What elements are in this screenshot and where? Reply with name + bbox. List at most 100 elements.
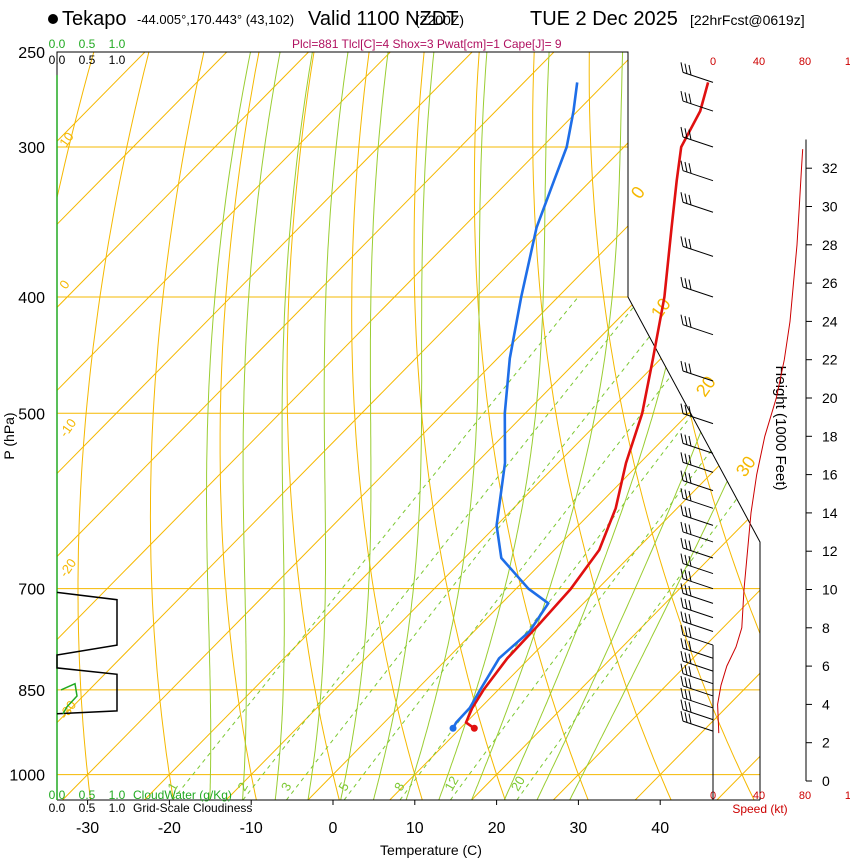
wind-barb-feather xyxy=(688,556,692,567)
wind-barb-feather xyxy=(688,406,692,417)
isotherm-line xyxy=(307,52,760,800)
wind-barb-feather xyxy=(688,279,692,290)
wind-barb-feather xyxy=(684,404,688,416)
wind-barb-feather xyxy=(684,664,688,676)
wind-barb-icon xyxy=(680,160,714,182)
height-tick-label: 8 xyxy=(822,620,830,636)
wind-barb-staff xyxy=(682,697,714,709)
isotherm-line xyxy=(552,52,760,800)
wind-barb-staff xyxy=(682,136,714,148)
speed-tick-label: 80 xyxy=(799,56,811,68)
x-tick-label: -30 xyxy=(76,820,99,837)
wind-barb-staff xyxy=(682,480,714,492)
wind-barb-feather xyxy=(684,193,688,204)
wind-barb-icon xyxy=(680,314,714,336)
wind-barb-feather xyxy=(680,553,684,564)
wind-barb-feather xyxy=(680,687,684,699)
speed-tick-label: 12 xyxy=(845,790,850,802)
height-tick-label: 0 xyxy=(822,773,830,789)
x-tick-label: 30 xyxy=(570,820,588,837)
dry-adiabat-label: 30 xyxy=(732,452,760,480)
wind-barb-feather xyxy=(680,62,684,73)
wind-barb-feather xyxy=(680,403,684,414)
wind-barb-feather xyxy=(688,435,692,447)
wind-barb-staff xyxy=(682,461,714,473)
wind-barb-feather xyxy=(684,569,688,581)
wind-barb-staff xyxy=(682,497,714,509)
height-tick-label: 2 xyxy=(822,735,830,751)
wind-barb-feather xyxy=(688,454,692,466)
temperature-trace xyxy=(464,82,710,730)
wind-barb-feather xyxy=(688,93,692,104)
wind-barb-icon xyxy=(680,553,714,575)
wind-barb-icon xyxy=(680,488,714,509)
wind-barb-staff xyxy=(682,100,714,112)
wind-barb-feather xyxy=(680,537,684,549)
dry-adiabat-label: -20 xyxy=(56,556,79,580)
dry-adiabat-line xyxy=(286,52,340,800)
cloudiness-axis-title: Grid-Scale Cloudiness xyxy=(133,801,252,815)
cloudiness-profile xyxy=(56,591,118,715)
wind-barb-feather xyxy=(684,161,688,173)
wind-barb-feather xyxy=(684,278,688,289)
wind-barb-icon xyxy=(680,505,714,526)
wind-barb-icon xyxy=(680,403,714,425)
wind-barb-feather xyxy=(680,597,684,608)
wind-barb-feather xyxy=(680,433,684,444)
wind-barb-icon xyxy=(680,192,714,213)
moist-adiabat-line xyxy=(438,52,550,800)
wind-barb-icon xyxy=(680,699,714,721)
wind-barb-feather xyxy=(684,434,688,445)
wind-barb-feather xyxy=(688,540,692,551)
plot-frame xyxy=(56,51,761,800)
moist-adiabat-line xyxy=(536,52,760,800)
x-tick-label: 0 xyxy=(329,820,338,837)
wind-barb-feather xyxy=(684,712,688,723)
cloudwater-tick-label: 0.5 xyxy=(79,37,96,51)
height-tick-label: 28 xyxy=(822,237,838,253)
moist-adiabat-line xyxy=(471,52,624,800)
speed-axis-title: Speed (kt) xyxy=(732,802,787,816)
wind-barb-icon xyxy=(680,126,714,148)
cloudwater-tick-label: 1.0 xyxy=(109,788,126,802)
wind-barb-feather xyxy=(688,194,692,205)
isotherm-line xyxy=(57,52,473,800)
wind-barb-feather xyxy=(684,523,688,534)
wind-barb-feather xyxy=(688,473,692,484)
wind-barb-feather xyxy=(688,702,692,713)
wind-barb-feather xyxy=(684,639,688,650)
station-marker-icon xyxy=(48,14,58,24)
mixing-ratio-label: 8 xyxy=(391,780,408,794)
wind-barb-staff xyxy=(682,647,714,659)
moist-adiabat-line xyxy=(206,52,251,800)
height-tick-label: 18 xyxy=(822,428,838,444)
wind-barb-icon xyxy=(680,624,714,646)
height-tick-label: 12 xyxy=(822,543,838,559)
cloudwater-tick-label: 0.5 xyxy=(79,788,96,802)
height-tick-label: 30 xyxy=(822,199,838,215)
wind-barb-feather xyxy=(680,276,684,288)
speed-tick-label: 80 xyxy=(799,790,811,802)
wind-barb-feather xyxy=(680,663,684,674)
wind-barb-icon xyxy=(680,568,714,590)
wind-barb-feather xyxy=(684,677,688,688)
wind-barb-icon xyxy=(680,583,714,604)
y-tick-label: 250 xyxy=(18,45,45,62)
wind-barb-feather xyxy=(680,360,684,372)
wind-barb-staff xyxy=(682,324,714,336)
wind-barb-icon xyxy=(680,687,714,709)
wind-barb-staff xyxy=(682,685,714,697)
height-tick-label: 4 xyxy=(822,696,830,712)
temperature-surface-point xyxy=(470,724,478,732)
wind-barb-feather xyxy=(684,700,688,712)
y-axis-title: P (hPa) xyxy=(1,412,17,459)
height-tick-label: 20 xyxy=(822,390,838,406)
height-tick-label: 22 xyxy=(822,352,838,368)
wind-barb-feather xyxy=(684,362,688,373)
wind-barb-staff xyxy=(682,709,714,721)
dry-adiabat-line xyxy=(77,52,150,800)
moist-adiabat-line xyxy=(569,52,760,800)
wind-barb-feather xyxy=(688,585,692,597)
y-tick-label: 700 xyxy=(18,582,45,599)
height-tick-label: 14 xyxy=(822,505,838,521)
